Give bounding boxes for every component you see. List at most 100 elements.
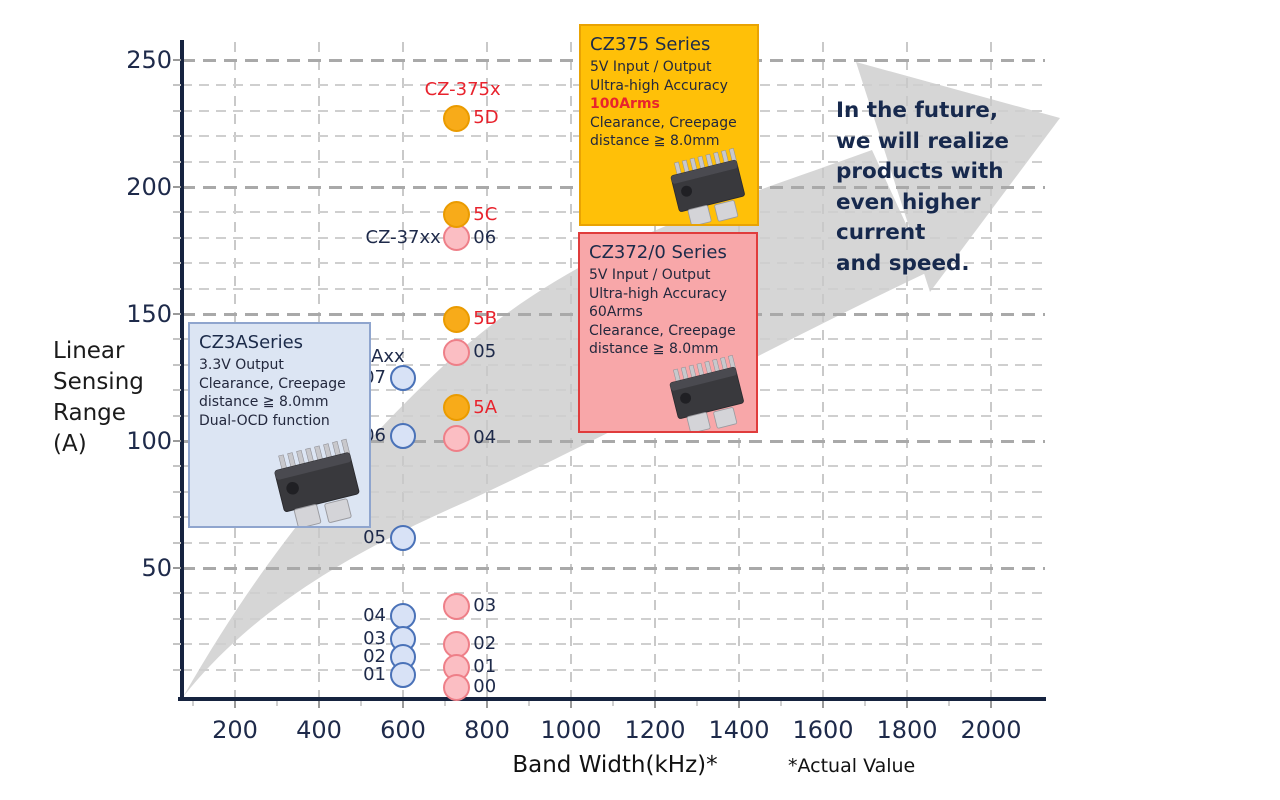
y-tick-mark bbox=[173, 465, 181, 468]
x-tick-mark bbox=[192, 701, 194, 706]
x-tick-mark bbox=[528, 701, 530, 706]
x-tick-mark bbox=[570, 701, 572, 708]
y-tick-mark bbox=[173, 59, 181, 61]
y-tick-mark bbox=[173, 109, 181, 112]
data-point-label: 04 bbox=[363, 605, 386, 627]
x-tick-label: 1000 bbox=[540, 716, 602, 744]
y-tick-mark bbox=[173, 338, 181, 341]
grid-line-minor bbox=[182, 516, 1045, 519]
grid-line-minor bbox=[182, 541, 1045, 544]
data-point-5B bbox=[443, 305, 471, 333]
x-tick-label: 1400 bbox=[708, 716, 770, 744]
data-point-label: 03 bbox=[363, 628, 386, 650]
x-tick-mark bbox=[864, 701, 866, 706]
x-tick-label: 2000 bbox=[960, 716, 1022, 744]
callout-line: 5V Input / Output bbox=[589, 267, 711, 283]
y-tick-mark bbox=[173, 617, 181, 620]
y-tick-mark bbox=[173, 287, 181, 290]
x-tick-mark bbox=[444, 701, 446, 706]
callout-line: Dual-OCD function bbox=[199, 412, 330, 429]
callout-line: Clearance, Creepage bbox=[589, 322, 736, 339]
data-point-label: 00 bbox=[473, 676, 497, 698]
grid-line-minor bbox=[182, 592, 1045, 595]
y-tick-mark bbox=[173, 414, 181, 417]
callout-body: 5V Input / Output Ultra-high Accuracy 100A… bbox=[590, 58, 748, 151]
grid-line-major bbox=[182, 439, 1045, 443]
future-statement-line: In the future, bbox=[836, 98, 999, 123]
callout-line: distance ≧ 8.0mm bbox=[199, 394, 329, 410]
data-point-06 bbox=[390, 422, 416, 449]
data-point-07 bbox=[390, 364, 416, 391]
grid-line-vertical bbox=[822, 42, 824, 699]
y-axis-title-line: (A) bbox=[53, 431, 87, 457]
y-axis-title-line: Linear bbox=[53, 338, 125, 364]
y-tick-label: 200 bbox=[126, 173, 172, 201]
data-point-label: 03 bbox=[473, 595, 497, 617]
y-tick-mark bbox=[173, 363, 181, 366]
series-annotation: CZ-375x bbox=[424, 79, 501, 101]
grid-line-vertical bbox=[990, 42, 992, 699]
grid-line-minor bbox=[182, 465, 1045, 468]
future-statement-line: current bbox=[836, 220, 926, 245]
data-point-5A bbox=[443, 394, 471, 422]
y-tick-mark bbox=[173, 211, 181, 214]
x-tick-mark bbox=[780, 701, 782, 706]
data-point-label: 5B bbox=[473, 308, 498, 330]
y-tick-mark bbox=[173, 668, 181, 671]
x-tick-mark bbox=[738, 701, 740, 708]
callout-cz3a-series: CZ3ASeries 3.3V Output Clearance, Creepag… bbox=[188, 322, 371, 528]
callout-line: Clearance, Creepage bbox=[199, 375, 346, 392]
data-point-label: 05 bbox=[363, 526, 386, 548]
y-tick-label: 250 bbox=[126, 46, 172, 74]
x-tick-mark bbox=[360, 701, 362, 706]
y-tick-mark bbox=[173, 567, 181, 569]
x-tick-mark bbox=[234, 701, 236, 708]
x-tick-label: 200 bbox=[212, 716, 258, 744]
y-tick-mark bbox=[173, 643, 181, 646]
data-point-label: 5C bbox=[473, 203, 498, 225]
x-tick-mark bbox=[318, 701, 320, 708]
x-axis-title: Band Width(kHz)* bbox=[512, 752, 718, 778]
grid-line-vertical bbox=[570, 42, 572, 699]
x-tick-mark bbox=[948, 701, 950, 706]
y-tick-label: 50 bbox=[141, 554, 172, 582]
x-tick-label: 800 bbox=[464, 716, 510, 744]
x-tick-mark bbox=[990, 701, 992, 708]
y-tick-mark bbox=[173, 313, 181, 315]
data-point-05 bbox=[443, 338, 471, 366]
axis-footnote: *Actual Value bbox=[788, 755, 916, 777]
y-tick-mark bbox=[173, 490, 181, 493]
y-tick-label: 100 bbox=[126, 427, 172, 455]
series-annotation: CZ-37xx bbox=[365, 226, 441, 248]
future-statement-line: we will realize bbox=[836, 128, 1009, 154]
callout-title: CZ375 Series bbox=[590, 34, 711, 55]
future-statement: In the future, we will realize products wi… bbox=[836, 96, 1009, 279]
data-point-label: 05 bbox=[473, 341, 497, 363]
callout-line: distance ≧ 8.0mm bbox=[589, 341, 719, 357]
x-axis-line bbox=[178, 697, 1046, 701]
callout-body: 3.3V Output Clearance, Creepage distance ≧… bbox=[199, 356, 360, 430]
y-tick-mark bbox=[173, 236, 181, 239]
data-point-label: 5D bbox=[473, 107, 499, 129]
future-statement-line: even higher bbox=[836, 189, 981, 215]
x-tick-label: 400 bbox=[296, 716, 342, 744]
data-point-label: 01 bbox=[473, 656, 497, 678]
y-axis-title: Linear Sensing Range (A) bbox=[53, 336, 144, 460]
x-tick-mark bbox=[906, 701, 908, 708]
y-tick-mark bbox=[173, 440, 181, 442]
data-point-label: 04 bbox=[473, 427, 497, 449]
x-tick-mark bbox=[822, 701, 824, 708]
y-tick-label: 150 bbox=[126, 300, 172, 328]
callout-line: 100Arms bbox=[590, 96, 660, 112]
y-tick-mark bbox=[173, 516, 181, 519]
y-axis-title-line: Sensing bbox=[53, 369, 144, 395]
data-point-03 bbox=[443, 592, 471, 620]
data-point-label: 06 bbox=[473, 226, 497, 248]
data-point-05 bbox=[390, 524, 416, 551]
y-tick-mark bbox=[173, 160, 181, 163]
x-tick-label: 1200 bbox=[624, 716, 686, 744]
x-tick-mark bbox=[612, 701, 614, 706]
callout-line: Ultra-high Accuracy bbox=[590, 77, 728, 94]
data-point-01 bbox=[390, 661, 416, 688]
